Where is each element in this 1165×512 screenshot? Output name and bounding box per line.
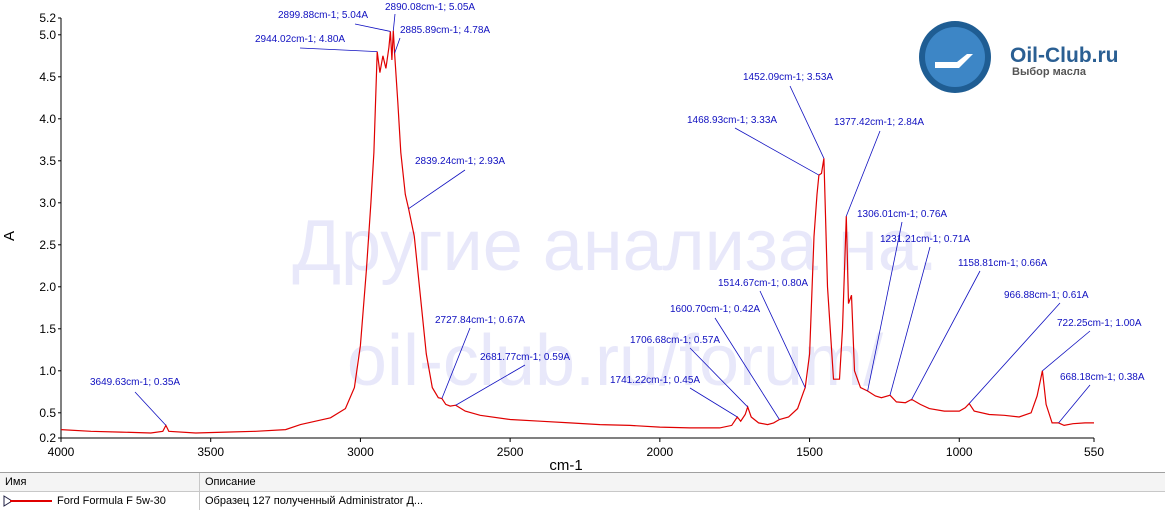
y-tick-label: 0.5 <box>39 406 56 420</box>
y-tick-label: 5.0 <box>39 28 56 42</box>
annotation: 1377.42cm-1; 2.84A <box>834 117 924 128</box>
annotation-leader <box>1058 384 1091 424</box>
annotation: 1741.22cm-1; 0.45A <box>610 375 700 386</box>
annotation-leader <box>968 302 1061 404</box>
annotation-leader <box>394 37 401 54</box>
annotation: 1231.21cm-1; 0.71A <box>880 234 970 245</box>
x-axis-label: cm-1 <box>549 457 582 472</box>
x-tick-label: 3500 <box>197 445 224 459</box>
annotation: 1600.70cm-1; 0.42A <box>670 304 760 315</box>
annotation: 1514.67cm-1; 0.80A <box>718 278 808 289</box>
annotation: 2839.24cm-1; 2.93A <box>415 156 505 167</box>
logo-title: Oil-Club.ru <box>1010 44 1119 67</box>
annotation: 2944.02cm-1; 4.80A <box>255 34 345 45</box>
annotation: 1158.81cm-1; 0.66A <box>958 258 1048 269</box>
annotation-leader <box>845 130 881 217</box>
annotation: 2899.88cm-1; 5.04A <box>278 10 368 21</box>
annotation: 2727.84cm-1; 0.67A <box>435 315 525 326</box>
annotation: 722.25cm-1; 1.00A <box>1057 318 1142 329</box>
annotation-leader <box>1042 330 1091 372</box>
annotation: 3649.63cm-1; 0.35A <box>90 377 180 388</box>
y-tick-label: 3.5 <box>39 154 56 168</box>
annotation: 966.88cm-1; 0.61A <box>1004 290 1089 301</box>
annotation-leader <box>714 317 780 420</box>
annotation-leader <box>689 387 738 418</box>
annotation: 1452.09cm-1; 3.53A <box>743 72 833 83</box>
annotation-leader <box>759 290 806 388</box>
y-tick-label: 2.5 <box>39 238 56 252</box>
y-tick-label: 1.5 <box>39 322 56 336</box>
x-tick-label: 4000 <box>48 445 75 459</box>
logo-subtitle: Выбор масла <box>1012 66 1087 78</box>
annotation: 1306.01cm-1; 0.76A <box>857 209 947 220</box>
annotation-leader <box>392 13 396 31</box>
annotation-leader <box>867 221 903 392</box>
row-marker <box>3 495 52 507</box>
annotation-leader <box>408 169 466 210</box>
legend-table: Имя Описание Ford Formula F 5w-30 Образе… <box>0 472 1165 512</box>
annotation-leader <box>689 347 748 408</box>
chart: Другие анализа на: oil-club.ru/forum/ Oi… <box>1 2 1145 472</box>
x-tick-label: 1500 <box>796 445 823 459</box>
annotation-leader <box>441 327 471 399</box>
annotation: 2681.77cm-1; 0.59A <box>480 352 570 363</box>
description: Образец 127 полученный Administrator Д..… <box>205 495 424 507</box>
x-tick-label: 2000 <box>646 445 673 459</box>
annotation-leader <box>734 127 820 176</box>
annotation-leader <box>789 85 825 159</box>
annotation-leader <box>299 47 378 52</box>
table-row[interactable]: Ford Formula F 5w-30 Образец 127 получен… <box>0 492 1165 510</box>
y-tick-label: 1.0 <box>39 364 56 378</box>
table-header: Имя Описание <box>0 473 1165 492</box>
header-cell: Описание <box>205 476 256 488</box>
y-tick-label: 3.0 <box>39 196 56 210</box>
annotation-leader <box>354 23 391 32</box>
series-name: Ford Formula F 5w-30 <box>52 492 200 510</box>
annotation: 1706.68cm-1; 0.57A <box>630 335 720 346</box>
y-tick-label: 5.2 <box>39 11 56 25</box>
annotation-leader <box>134 391 167 426</box>
logo-icon <box>935 54 973 68</box>
y-tick-label: 4.0 <box>39 112 56 126</box>
logo: Oil-Club.ru Выбор масла <box>919 21 1119 93</box>
y-axis-label: A <box>1 231 18 241</box>
y-tick-label: 0.2 <box>39 431 56 445</box>
annotation: 668.18cm-1; 0.38A <box>1060 372 1145 383</box>
y-tick-label: 2.0 <box>39 280 56 294</box>
x-tick-label: 550 <box>1084 445 1104 459</box>
annotation: 1468.93cm-1; 3.33A <box>687 115 777 126</box>
annotation-leader <box>911 270 981 400</box>
annotation: 2885.89cm-1; 4.78A <box>400 25 490 36</box>
spectrum-line <box>60 30 1094 434</box>
x-tick-label: 1000 <box>946 445 973 459</box>
annotation-leader <box>455 364 526 406</box>
annotation: 2890.08cm-1; 5.05A <box>385 2 475 13</box>
watermark: Другие анализа на: <box>292 206 937 286</box>
watermark: oil-club.ru/forum/ <box>347 321 883 401</box>
x-tick-label: 2500 <box>497 445 524 459</box>
x-tick-label: 3000 <box>347 445 374 459</box>
logo-circle <box>925 27 985 87</box>
header-cell: Имя <box>0 473 200 491</box>
y-tick-label: 4.5 <box>39 70 56 84</box>
annotation-leader <box>889 246 931 396</box>
row-arrow <box>3 495 13 507</box>
